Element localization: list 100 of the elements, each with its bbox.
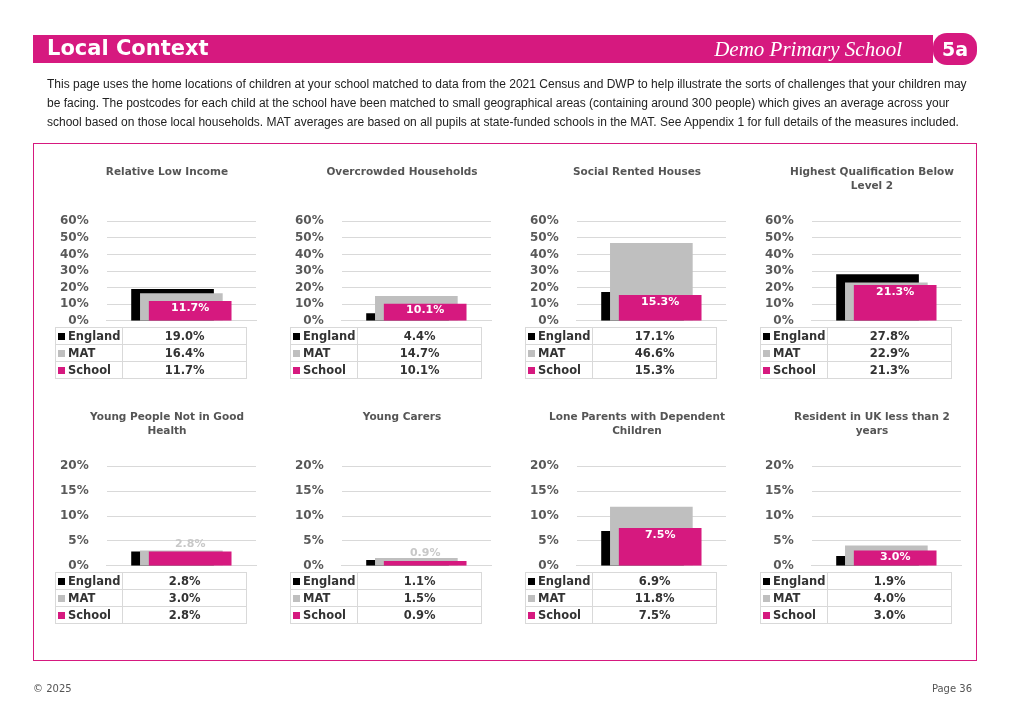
y-tick-label: 0% <box>303 557 324 572</box>
y-tick-label: 10% <box>529 296 559 311</box>
chart-title: Overcrowded Households <box>325 164 479 179</box>
legend-label: England <box>303 329 356 343</box>
legend-label: School <box>303 363 347 377</box>
data-label: 4.4% <box>357 327 482 345</box>
y-tick-label: 10% <box>294 296 324 311</box>
legend-label: School <box>773 608 817 622</box>
y-tick-label: 60% <box>529 213 559 228</box>
y-tick-label: 20% <box>59 279 89 294</box>
data-label: 22.9% <box>827 344 952 362</box>
y-tick-label: 30% <box>59 263 89 278</box>
y-tick-label: 20% <box>764 458 794 473</box>
y-tick-label: 5% <box>773 533 794 548</box>
bar <box>618 528 702 566</box>
legend-label: School <box>538 363 582 377</box>
y-tick-label: 10% <box>294 508 324 523</box>
data-label: 10.1% <box>406 303 445 317</box>
legend-label: England <box>773 329 826 343</box>
y-tick-label: 15% <box>764 483 794 498</box>
data-label: 3.0% <box>122 589 247 607</box>
data-label: 14.7% <box>357 344 482 362</box>
legend-label: MAT <box>538 591 566 605</box>
y-tick-label: 30% <box>294 263 324 278</box>
legend-label: School <box>68 608 112 622</box>
chart-title: Lone Parents with Dependent Children <box>548 409 726 438</box>
legend-label: School <box>303 608 347 622</box>
legend-label: MAT <box>68 346 96 360</box>
data-label: 1.5% <box>357 589 482 607</box>
y-tick-label: 20% <box>529 458 559 473</box>
legend-label: MAT <box>773 346 801 360</box>
data-label: 11.8% <box>592 589 717 607</box>
chart-title: Highest Qualification Below Level 2 <box>789 164 955 193</box>
y-tick-label: 20% <box>294 458 324 473</box>
y-tick-label: 40% <box>59 246 89 261</box>
text: This page uses the home locations of children at your school matched to data from the 2021 Census and DWP to help illustrate the sorts of challenges that your children may be facing. The postcodes for each child at the school have been matched to small geographical areas (containing around 300 people) which gives an average across your school based on those local households. MAT averages are based on all pupils at state-funded schools in the MAT. See Appendix 1 for full details of the measures included. <box>47 76 968 131</box>
y-tick-label: 60% <box>59 213 89 228</box>
text: Local Context <box>47 36 209 60</box>
y-tick-label: 10% <box>59 508 89 523</box>
y-tick-label: 5% <box>303 533 324 548</box>
legend-label: England <box>538 329 591 343</box>
text: 15.3% <box>634 363 675 377</box>
data-label: 46.6% <box>592 344 717 362</box>
y-tick-label: 15% <box>294 483 324 498</box>
y-tick-label: 0% <box>68 312 89 327</box>
y-tick-label: 20% <box>59 458 89 473</box>
y-tick-label: 0% <box>773 312 794 327</box>
y-tick-label: 20% <box>294 279 324 294</box>
legend-label: MAT <box>538 346 566 360</box>
y-tick-label: 0% <box>303 312 324 327</box>
y-tick-label: 5% <box>68 533 89 548</box>
y-tick-label: 50% <box>294 229 324 244</box>
legend-label: MAT <box>68 591 96 605</box>
y-tick-label: 20% <box>764 279 794 294</box>
y-tick-label: 40% <box>529 246 559 261</box>
data-label: 2.8% <box>122 572 247 590</box>
data-label: 6.9% <box>592 572 717 590</box>
y-tick-label: 20% <box>529 279 559 294</box>
y-tick-label: 10% <box>529 508 559 523</box>
data-label: 27.8% <box>827 327 952 345</box>
text: 11.7% <box>164 363 205 377</box>
text: 7.5% <box>638 608 671 622</box>
text: Demo Primary School <box>714 37 902 62</box>
text: 10.1% <box>399 363 440 377</box>
y-tick-label: 15% <box>59 483 89 498</box>
legend-label: England <box>538 574 591 588</box>
y-tick-label: 10% <box>764 508 794 523</box>
y-tick-label: 15% <box>529 483 559 498</box>
chart-title: Resident in UK less than 2 years <box>793 409 951 438</box>
legend-label: England <box>68 329 121 343</box>
y-tick-label: 30% <box>529 263 559 278</box>
y-tick-label: 10% <box>764 296 794 311</box>
y-tick-label: 0% <box>538 557 559 572</box>
text: Page 36 <box>931 683 972 694</box>
y-tick-label: 30% <box>764 263 794 278</box>
y-tick-label: 50% <box>764 229 794 244</box>
data-label: 1.9% <box>827 572 952 590</box>
chart-title: Young People Not in Good Health <box>89 409 245 438</box>
y-tick-label: 10% <box>59 296 89 311</box>
legend-label: England <box>773 574 826 588</box>
legend-label: England <box>68 574 121 588</box>
y-tick-label: 50% <box>59 229 89 244</box>
chart-title: Young Carers <box>361 409 443 424</box>
data-label: 11.7% <box>171 300 210 314</box>
bar <box>853 285 937 321</box>
chart-title: Social Rented Houses <box>572 164 702 179</box>
y-tick-label: 60% <box>764 213 794 228</box>
text: 21.3% <box>869 363 910 377</box>
text: 3.0% <box>873 608 906 622</box>
legend-label: MAT <box>303 591 331 605</box>
y-tick-label: 40% <box>764 246 794 261</box>
data-label: 7.5% <box>644 527 676 541</box>
legend-label: England <box>303 574 356 588</box>
text: 2.8% <box>168 608 201 622</box>
data-label: 19.0% <box>122 327 247 345</box>
text: © 2025 <box>33 683 72 694</box>
text: 0.9% <box>403 608 436 622</box>
legend-label: MAT <box>303 346 331 360</box>
y-tick-label: 0% <box>773 557 794 572</box>
data-label: 21.3% <box>876 284 915 298</box>
